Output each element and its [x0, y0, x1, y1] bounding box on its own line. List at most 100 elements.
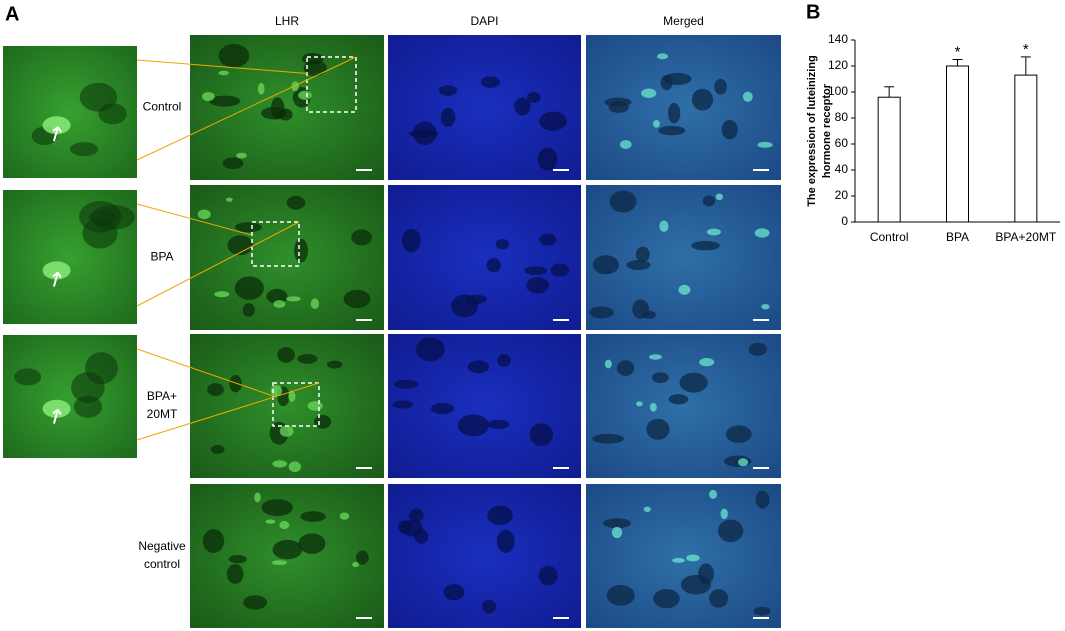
texture [714, 78, 727, 95]
texture [539, 111, 567, 131]
texture [679, 372, 708, 393]
texture [218, 43, 250, 68]
texture [691, 88, 714, 111]
micrograph [586, 334, 781, 478]
texture [14, 368, 42, 386]
connector [136, 203, 253, 236]
texture [443, 583, 465, 601]
column-header: DAPI [470, 14, 498, 28]
texture [487, 505, 513, 526]
texture [487, 419, 510, 430]
micrograph [388, 334, 581, 478]
texture [408, 508, 424, 523]
zoom-box [251, 221, 300, 267]
texture [327, 360, 343, 369]
texture [742, 91, 753, 102]
significance: * [1023, 41, 1029, 58]
y-tick-label: 100 [828, 84, 848, 98]
texture [721, 119, 738, 140]
texture [440, 107, 456, 127]
texture [592, 255, 619, 275]
texture [526, 91, 541, 104]
texture [748, 342, 767, 356]
texture [524, 266, 548, 276]
micrograph [190, 185, 384, 330]
texture [606, 584, 635, 606]
texture [604, 359, 612, 369]
texture [392, 400, 414, 409]
texture [678, 284, 691, 295]
texture [761, 303, 770, 310]
texture [537, 147, 558, 171]
texture [265, 519, 276, 524]
texture [667, 102, 681, 124]
connector [136, 59, 308, 74]
texture [279, 521, 290, 530]
texture [550, 263, 570, 277]
texture [209, 95, 241, 107]
texture [42, 116, 71, 135]
texture [291, 81, 299, 92]
texture [339, 512, 350, 520]
texture [649, 354, 662, 360]
texture [514, 97, 531, 116]
texture [686, 554, 700, 562]
texture [286, 296, 301, 302]
texture [225, 197, 233, 202]
texture [214, 291, 230, 298]
texture [699, 358, 715, 367]
row-label: BPA [150, 250, 173, 264]
texture [270, 385, 283, 397]
texture [257, 83, 265, 95]
texture [616, 360, 635, 376]
texture [351, 229, 373, 246]
y-tick-label: 40 [835, 162, 849, 176]
texture [343, 289, 371, 309]
y-tick-label: 80 [835, 110, 849, 124]
texture [303, 60, 327, 77]
texture [242, 303, 255, 317]
texture [718, 519, 744, 543]
panel-label: A [5, 3, 19, 25]
texture [486, 258, 501, 273]
texture [672, 558, 685, 563]
bar [1014, 74, 1038, 223]
row-label: control [144, 557, 180, 571]
texture [266, 288, 288, 304]
texture [641, 88, 657, 99]
texture [69, 142, 99, 157]
row-label: Control [143, 100, 182, 114]
texture [234, 276, 264, 300]
y-tick-label: 20 [835, 188, 849, 202]
texture [604, 97, 632, 107]
texture [680, 574, 712, 595]
texture [210, 444, 225, 454]
texture [720, 508, 728, 520]
micrograph [586, 484, 781, 628]
arrow [52, 271, 62, 287]
inset [3, 335, 137, 458]
texture [659, 220, 669, 232]
texture [288, 461, 302, 473]
texture [738, 458, 749, 467]
texture [98, 103, 127, 125]
texture [457, 414, 490, 437]
y-axis-title: hormone receptor [821, 83, 833, 178]
texture [286, 195, 306, 210]
texture [649, 402, 657, 412]
texture [294, 238, 308, 263]
texture [609, 190, 637, 213]
column-header: Merged [663, 14, 704, 28]
texture [85, 352, 118, 385]
texture [467, 360, 490, 374]
bar [877, 96, 901, 223]
texture [415, 337, 445, 362]
texture [202, 529, 225, 553]
texture [243, 595, 268, 610]
texture [352, 561, 360, 568]
texture [401, 228, 421, 253]
x-tick-label: Control [870, 230, 909, 244]
texture [279, 425, 294, 437]
